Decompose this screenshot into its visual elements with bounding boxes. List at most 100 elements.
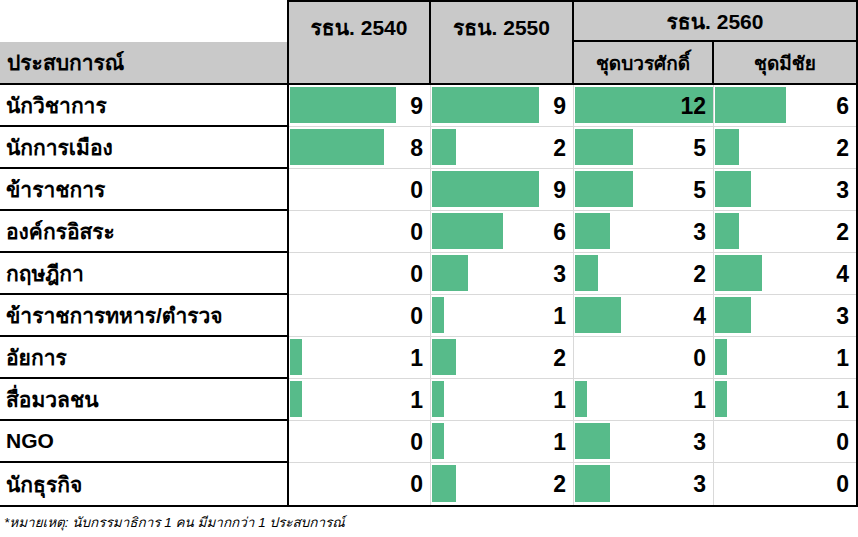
bar-cell: 1 <box>714 379 856 421</box>
row-label: สื่อมวลชน <box>0 379 289 421</box>
bar-cell: 0 <box>714 421 856 463</box>
value-bar <box>715 129 739 165</box>
bar-cell: 1 <box>431 421 574 463</box>
value-bar <box>715 255 762 291</box>
value-number: 6 <box>553 220 566 243</box>
value-number: 6 <box>836 94 849 117</box>
bar-cell: 3 <box>431 253 574 295</box>
value-bar <box>575 255 598 291</box>
value-bar <box>575 171 633 207</box>
experience-comparison-page: ประสบการณ์ รธน. 2540 รธน. 2550 รธน. 2560… <box>0 0 858 537</box>
value-number: 9 <box>553 94 566 117</box>
blank-corner-cell <box>0 0 289 42</box>
bar-cell: 4 <box>714 253 856 295</box>
value-number: 1 <box>410 388 423 411</box>
subcolumn-header-meechai: ชุดมีชัย <box>714 42 856 85</box>
value-bar <box>432 87 539 123</box>
bar-cell: 9 <box>431 85 574 127</box>
bar-cell: 8 <box>289 127 431 169</box>
value-bar <box>432 465 456 502</box>
bar-cell: 0 <box>289 421 431 463</box>
bar-cell: 0 <box>289 253 431 295</box>
row-label: ข้าราชการ <box>0 169 289 211</box>
footnote: *หมายเหตุ: นับกรรมาธิการ 1 คน มีมากกว่า … <box>0 507 858 537</box>
bar-cell: 3 <box>714 169 856 211</box>
value-bar <box>290 87 396 123</box>
bar-cell: 6 <box>431 211 574 253</box>
value-number: 1 <box>836 346 849 369</box>
value-bar <box>575 129 633 165</box>
value-number: 2 <box>553 473 566 496</box>
value-bar <box>575 423 610 459</box>
bar-cell: 0 <box>714 463 856 505</box>
bar-cell: 1 <box>714 337 856 379</box>
experience-table: ประสบการณ์ รธน. 2540 รธน. 2550 รธน. 2560… <box>0 0 858 507</box>
value-number: 5 <box>693 178 706 201</box>
value-bar <box>575 213 610 249</box>
row-label: นักการเมือง <box>0 127 289 169</box>
bar-cell: 2 <box>431 463 574 505</box>
value-number: 3 <box>693 220 706 243</box>
value-number: 9 <box>410 94 423 117</box>
value-number: 0 <box>410 178 423 201</box>
value-bar <box>715 297 751 333</box>
value-number: 8 <box>410 136 423 159</box>
value-number: 4 <box>693 304 706 327</box>
value-bar <box>575 465 610 502</box>
bar-cell: 9 <box>289 85 431 127</box>
bar-cell: 2 <box>714 211 856 253</box>
value-number: 3 <box>836 304 849 327</box>
row-label: NGO <box>0 421 289 463</box>
value-bar <box>290 129 384 165</box>
value-bar <box>432 339 456 375</box>
bar-cell: 5 <box>574 169 714 211</box>
value-number: 3 <box>693 430 706 453</box>
bar-cell: 0 <box>289 211 431 253</box>
row-label: กฤษฎีกา <box>0 253 289 295</box>
value-bar <box>432 297 444 333</box>
value-number: 9 <box>553 178 566 201</box>
value-number: 2 <box>836 136 849 159</box>
column-header-2550: รธน. 2550 <box>431 0 574 85</box>
value-number: 0 <box>410 220 423 243</box>
bar-cell: 2 <box>714 127 856 169</box>
bar-cell: 1 <box>289 379 431 421</box>
value-number: 3 <box>836 178 849 201</box>
row-label: องค์กรอิสระ <box>0 211 289 253</box>
bar-cell: 0 <box>289 169 431 211</box>
value-bar <box>715 171 751 207</box>
value-bar <box>432 129 456 165</box>
bar-cell: 5 <box>574 127 714 169</box>
value-bar <box>290 339 302 375</box>
row-label: นักวิชาการ <box>0 85 289 127</box>
bar-cell: 0 <box>289 295 431 337</box>
bar-cell: 2 <box>574 253 714 295</box>
value-number: 3 <box>693 473 706 496</box>
value-bar <box>432 381 444 417</box>
value-number: 12 <box>680 94 706 117</box>
bar-cell: 12 <box>574 85 714 127</box>
value-bar <box>432 255 468 291</box>
value-number: 1 <box>553 304 566 327</box>
value-bar <box>432 171 539 207</box>
column-header-experience: ประสบการณ์ <box>0 42 289 85</box>
value-number: 1 <box>553 430 566 453</box>
value-number: 5 <box>693 136 706 159</box>
column-header-2540: รธน. 2540 <box>289 0 431 85</box>
value-number: 2 <box>836 220 849 243</box>
value-number: 0 <box>693 346 706 369</box>
bar-cell: 0 <box>574 337 714 379</box>
value-bar <box>575 381 587 417</box>
value-number: 0 <box>410 473 423 496</box>
value-bar <box>290 381 302 417</box>
bar-cell: 0 <box>289 463 431 505</box>
value-number: 4 <box>836 262 849 285</box>
value-number: 0 <box>410 304 423 327</box>
bar-cell: 3 <box>714 295 856 337</box>
value-number: 0 <box>836 473 849 496</box>
bar-cell: 3 <box>574 211 714 253</box>
bar-cell: 6 <box>714 85 856 127</box>
bar-cell: 4 <box>574 295 714 337</box>
value-bar <box>432 213 503 249</box>
bar-cell: 2 <box>431 127 574 169</box>
